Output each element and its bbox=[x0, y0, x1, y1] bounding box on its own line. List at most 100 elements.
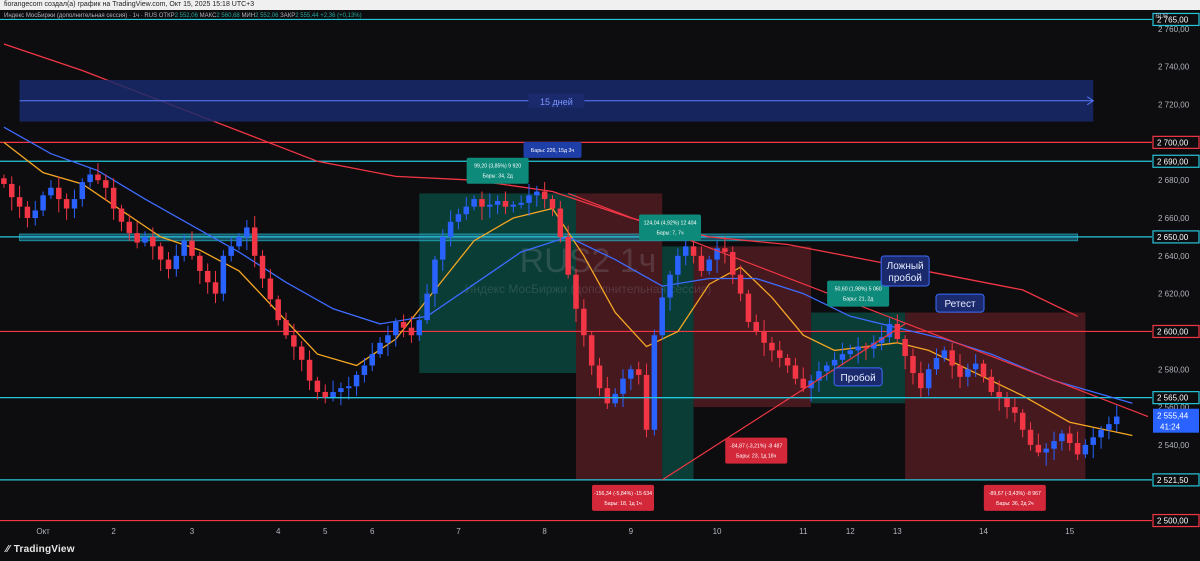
time-tick-label: 11 bbox=[799, 527, 808, 536]
zone-short-3 bbox=[693, 246, 812, 408]
candle-body bbox=[667, 274, 673, 298]
candle-body bbox=[526, 195, 532, 203]
candle-body bbox=[197, 255, 203, 271]
candle-body bbox=[330, 391, 336, 398]
candle-body bbox=[745, 293, 752, 322]
price-chart[interactable]: RUS2 1ч Индекс МосБиржи (дополнительная … bbox=[0, 10, 1200, 538]
currency-label: RUB bbox=[1155, 14, 1168, 20]
measure-text: Бары: 23, 1д 18ч bbox=[736, 454, 777, 460]
candle-body bbox=[142, 236, 148, 243]
candle-body bbox=[706, 259, 712, 271]
price-axis: 2 540,00 2 560,00 2 580,00 2 620,00 2 640,00… bbox=[1152, 10, 1200, 538]
price-line-tag-3 bbox=[1152, 230, 1200, 244]
open-value: 2 552,06 bbox=[174, 13, 198, 19]
candle-body bbox=[1051, 441, 1057, 449]
candle-body bbox=[212, 282, 219, 294]
candle-body bbox=[792, 365, 799, 379]
measure-text: Бары: 21, 2д bbox=[843, 297, 873, 303]
date-range-label-bg bbox=[528, 93, 585, 108]
ma-line-1 bbox=[3, 126, 1133, 404]
annotation-box-0 bbox=[880, 255, 930, 287]
candle-body bbox=[291, 335, 297, 347]
candle-body bbox=[189, 240, 195, 256]
candle-body bbox=[1012, 407, 1018, 413]
time-tick-label: 12 bbox=[846, 527, 855, 536]
candle-body bbox=[126, 221, 133, 234]
time-axis: Окт 2 3 4 5 6 7 8 9 10 11 12 13 14 15 bbox=[36, 527, 1074, 536]
high-value: 2 560,68 bbox=[216, 13, 240, 19]
annotation-box-2 bbox=[833, 367, 883, 387]
measure-text: -84,87 (-3,21%) -8 487 bbox=[730, 444, 782, 450]
candle-body bbox=[753, 322, 759, 332]
annotation-text: Пробой bbox=[841, 372, 876, 384]
watermark-name: Индекс МосБиржи (дополнительная сессия) bbox=[465, 282, 712, 296]
candle-body bbox=[251, 227, 258, 256]
candle-body bbox=[157, 246, 164, 260]
candle-body bbox=[1066, 433, 1073, 444]
measure-text: -89,67 (-3,43%) -8 967 bbox=[989, 491, 1041, 497]
time-tick-label: 15 bbox=[1065, 527, 1074, 536]
candle-body bbox=[949, 350, 955, 366]
time-tick-label: 14 bbox=[979, 527, 988, 536]
candle-body bbox=[275, 299, 281, 321]
date-range-tool: 15 дней bbox=[19, 79, 1095, 122]
candle-body bbox=[824, 365, 830, 372]
candle-body bbox=[1, 178, 7, 184]
candle-body bbox=[1106, 424, 1112, 430]
time-tick-label: 2 bbox=[111, 527, 116, 536]
time-tick-label: 4 bbox=[276, 527, 281, 536]
price-line-tag-7 bbox=[1152, 513, 1200, 528]
candle-body bbox=[479, 199, 485, 207]
measure-text: 50,60 (1,98%) 5 060 bbox=[835, 287, 882, 293]
price-line-tag-0 bbox=[1152, 12, 1200, 27]
candle-body bbox=[150, 236, 156, 247]
candle-body bbox=[353, 374, 360, 387]
price-line-tag-4 bbox=[1152, 324, 1200, 339]
candle-body bbox=[408, 327, 415, 336]
candle-body bbox=[173, 255, 180, 270]
candle-body bbox=[338, 388, 344, 392]
candle-body bbox=[400, 322, 407, 328]
candle-body bbox=[534, 191, 540, 196]
candle-body bbox=[996, 391, 1002, 398]
measure-text: -156,34 (-5,84%) -15 634 bbox=[594, 491, 652, 497]
time-tick-label: 10 bbox=[713, 527, 722, 536]
candle-body bbox=[972, 363, 979, 370]
candle-body bbox=[769, 342, 775, 351]
candle-body bbox=[236, 236, 242, 247]
time-tick-label: Окт bbox=[36, 527, 50, 536]
candle-body bbox=[1027, 429, 1034, 445]
price-line-label: 2 500,00 bbox=[1157, 517, 1189, 526]
price-line-label: 2 600,00 bbox=[1157, 327, 1189, 336]
candle-body bbox=[463, 206, 470, 215]
candle-body bbox=[440, 236, 446, 260]
candle-body bbox=[980, 363, 987, 377]
candle-body bbox=[682, 246, 689, 256]
price-line-tag-1 bbox=[1152, 135, 1200, 149]
candle-body bbox=[432, 259, 438, 294]
measure-box-2 bbox=[639, 214, 702, 241]
axis-tick-label: 2 540,00 bbox=[1158, 441, 1190, 450]
measure-text: Бары: 226, 15д 3ч bbox=[531, 148, 574, 154]
candle-body bbox=[988, 376, 995, 392]
symbol-info: Индекс МосБиржи (дополнительная сессия) … bbox=[4, 13, 362, 19]
candle-body bbox=[40, 195, 46, 211]
candle-body bbox=[518, 202, 524, 205]
candle-body bbox=[941, 350, 948, 358]
candle-body bbox=[16, 197, 23, 207]
candle-body bbox=[863, 346, 869, 349]
measure-text: Бары: 36, 2д 2ч bbox=[996, 501, 1034, 507]
candle-body bbox=[643, 374, 650, 430]
candle-body bbox=[259, 255, 266, 279]
annotation-box-1 bbox=[935, 293, 985, 313]
candle-body bbox=[816, 371, 822, 381]
candle-body bbox=[361, 365, 368, 375]
annotation-text: Ложный bbox=[887, 261, 924, 272]
axis-tick-label: 2 680,00 bbox=[1158, 176, 1190, 185]
time-tick-label: 8 bbox=[542, 527, 547, 536]
candle-body bbox=[565, 236, 571, 275]
candle-body bbox=[918, 373, 924, 389]
candle-body bbox=[675, 255, 681, 275]
tradingview-logo[interactable]: ⁄⁄ TradingView bbox=[6, 544, 75, 555]
candle-body bbox=[345, 386, 352, 389]
